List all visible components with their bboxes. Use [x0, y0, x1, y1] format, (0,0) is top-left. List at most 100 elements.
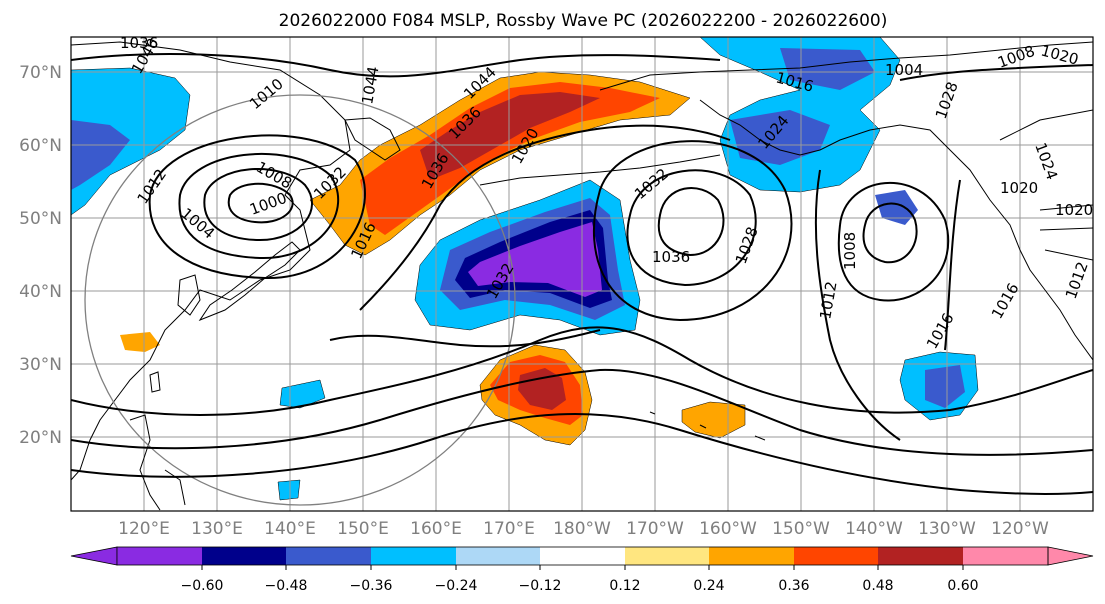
- neg-anomaly-central-pacific-core: [468, 222, 602, 297]
- kamchatka-coastline: [344, 117, 401, 161]
- colorbar-frame: [116, 546, 1049, 566]
- isobar-east-trough: [814, 169, 901, 441]
- colorbar-ticks: [201, 565, 964, 570]
- lon-label: 150°E: [337, 519, 389, 539]
- taiwan-coastline: [149, 371, 161, 393]
- north-america-interior: [999, 109, 1093, 261]
- map-frame: [70, 36, 1094, 512]
- neg-anomaly-gulf-alaska-core: [730, 48, 875, 165]
- isobar-low-center-4: [148, 134, 366, 280]
- isobar-low-center-2: [203, 168, 313, 242]
- isobar-label: 1020: [1055, 201, 1093, 219]
- isobar-ne-low-1: [862, 202, 918, 264]
- lat-label: 20°N: [19, 428, 62, 448]
- isobar-ne-low-2: [837, 182, 950, 302]
- figure-title: 2026022000 F084 MSLP, Rossby Wave PC (20…: [279, 11, 888, 31]
- isobar-label: 1036: [120, 34, 158, 52]
- lat-label: 40°N: [19, 282, 62, 302]
- colorbar-segment: [371, 547, 456, 565]
- pos-anomaly-east-china-sea: [120, 332, 160, 352]
- pos-anomaly-subtropical-central-core: [518, 368, 566, 410]
- aleutians-coastline: [479, 154, 721, 186]
- lat-label: 30°N: [19, 355, 62, 375]
- colorbar-tick-label: 0.12: [609, 578, 640, 594]
- colorbar-tick-label: −0.60: [181, 578, 224, 594]
- latitude-labels: 70°N 60°N 50°N 40°N 30°N 20°N: [19, 63, 62, 448]
- neg-anomaly-west-pacific: [71, 67, 191, 216]
- lon-label: 140°E: [264, 519, 316, 539]
- colorbar-extend-low: [70, 546, 118, 566]
- isobar-high-central-3: [592, 140, 793, 322]
- colorbar-segment: [709, 547, 794, 565]
- hawaii-islands: [649, 411, 766, 441]
- lat-label: 70°N: [19, 63, 62, 83]
- isobar-wide-3: [71, 413, 1093, 496]
- isobar-ridge-1: [359, 124, 731, 311]
- lon-label: 170°W: [626, 519, 684, 539]
- lat-label: 50°N: [19, 209, 62, 229]
- negative-anomaly-fields: [71, 37, 979, 501]
- colorbar-segment: [117, 547, 202, 565]
- colorbar-segment: [456, 547, 540, 565]
- colorbar-tick-label: 0.24: [693, 578, 724, 594]
- neg-anomaly-west-pacific-core: [71, 120, 130, 190]
- colorbar: −0.60 −0.48 −0.36 −0.24 −0.12 0.12 0.24 …: [70, 546, 1094, 594]
- colorbar-tick-label: 0.36: [778, 578, 809, 594]
- lon-label: 140°W: [845, 519, 903, 539]
- asia-coastline: [71, 41, 351, 481]
- isobar-high-central-1: [657, 187, 725, 257]
- lon-label: 170°E: [483, 519, 535, 539]
- colorbar-segment: [202, 547, 286, 565]
- longitude-labels: 120°E 130°E 140°E 150°E 160°E 170°E 180°…: [118, 519, 1049, 539]
- pos-anomaly-kamchatka-band-core: [420, 92, 600, 180]
- neg-anomaly-subtropical-east-core: [925, 365, 965, 408]
- colorbar-segment: [794, 547, 878, 565]
- colorbar-tick-label: −0.48: [265, 578, 308, 594]
- isobar-label: 1020: [1000, 179, 1038, 197]
- lon-label: 150°W: [772, 519, 830, 539]
- positive-anomaly-fields: [120, 71, 746, 446]
- isobar-north-2: [899, 64, 1093, 81]
- coastlines: [71, 41, 1093, 511]
- colorbar-segment: [286, 547, 371, 565]
- isobar-ridge-2: [329, 329, 601, 348]
- isobars: [71, 53, 1093, 496]
- isobar-wide-2: [71, 368, 1093, 456]
- colorbar-tick-label: 0.60: [947, 578, 978, 594]
- alaska-coastline: [599, 41, 1093, 361]
- neg-anomaly-small-south: [277, 479, 301, 501]
- graticule: [71, 37, 1093, 511]
- map-area: 1036 1044 1044 1036 1036 1020 1032 1036 …: [71, 34, 1093, 511]
- isobar-label: 1008: [841, 232, 859, 270]
- colorbar-tick-label: −0.12: [519, 578, 562, 594]
- isobar-east-trough-2: [944, 179, 961, 351]
- colorbar-segment: [625, 547, 709, 565]
- korea-coastline: [177, 274, 201, 316]
- isobar-wide-1: [71, 326, 1093, 416]
- isobar-north-1: [71, 53, 721, 78]
- lon-label: 130°E: [191, 519, 243, 539]
- colorbar-segment: [963, 547, 1048, 565]
- lon-label: 120°E: [118, 519, 170, 539]
- colorbar-extend-high: [1047, 546, 1094, 566]
- isobar-high-central-2: [626, 169, 757, 287]
- colorbar-tick-label: −0.24: [435, 578, 478, 594]
- lon-label: 120°W: [991, 519, 1049, 539]
- lon-label: 180°W: [553, 519, 611, 539]
- isobar-low-center-1: [227, 182, 294, 224]
- pos-anomaly-hawaii: [681, 401, 746, 439]
- philippines-coastline: [129, 414, 186, 511]
- lon-label: 160°E: [410, 519, 462, 539]
- isobar-low-center-3: [178, 152, 340, 260]
- lon-label: 160°W: [699, 519, 757, 539]
- lon-label: 130°W: [918, 519, 976, 539]
- colorbar-tick-label: 0.48: [862, 578, 893, 594]
- isobar-label: 1036: [652, 248, 690, 266]
- colorbar-segment: [540, 547, 625, 565]
- pos-anomaly-kamchatka-band-inner: [360, 82, 660, 235]
- colorbar-tick-label: −0.36: [350, 578, 393, 594]
- isobar-label: 1004: [885, 61, 923, 79]
- colorbar-segment: [878, 547, 963, 565]
- neg-anomaly-northeast-pacific: [875, 190, 918, 225]
